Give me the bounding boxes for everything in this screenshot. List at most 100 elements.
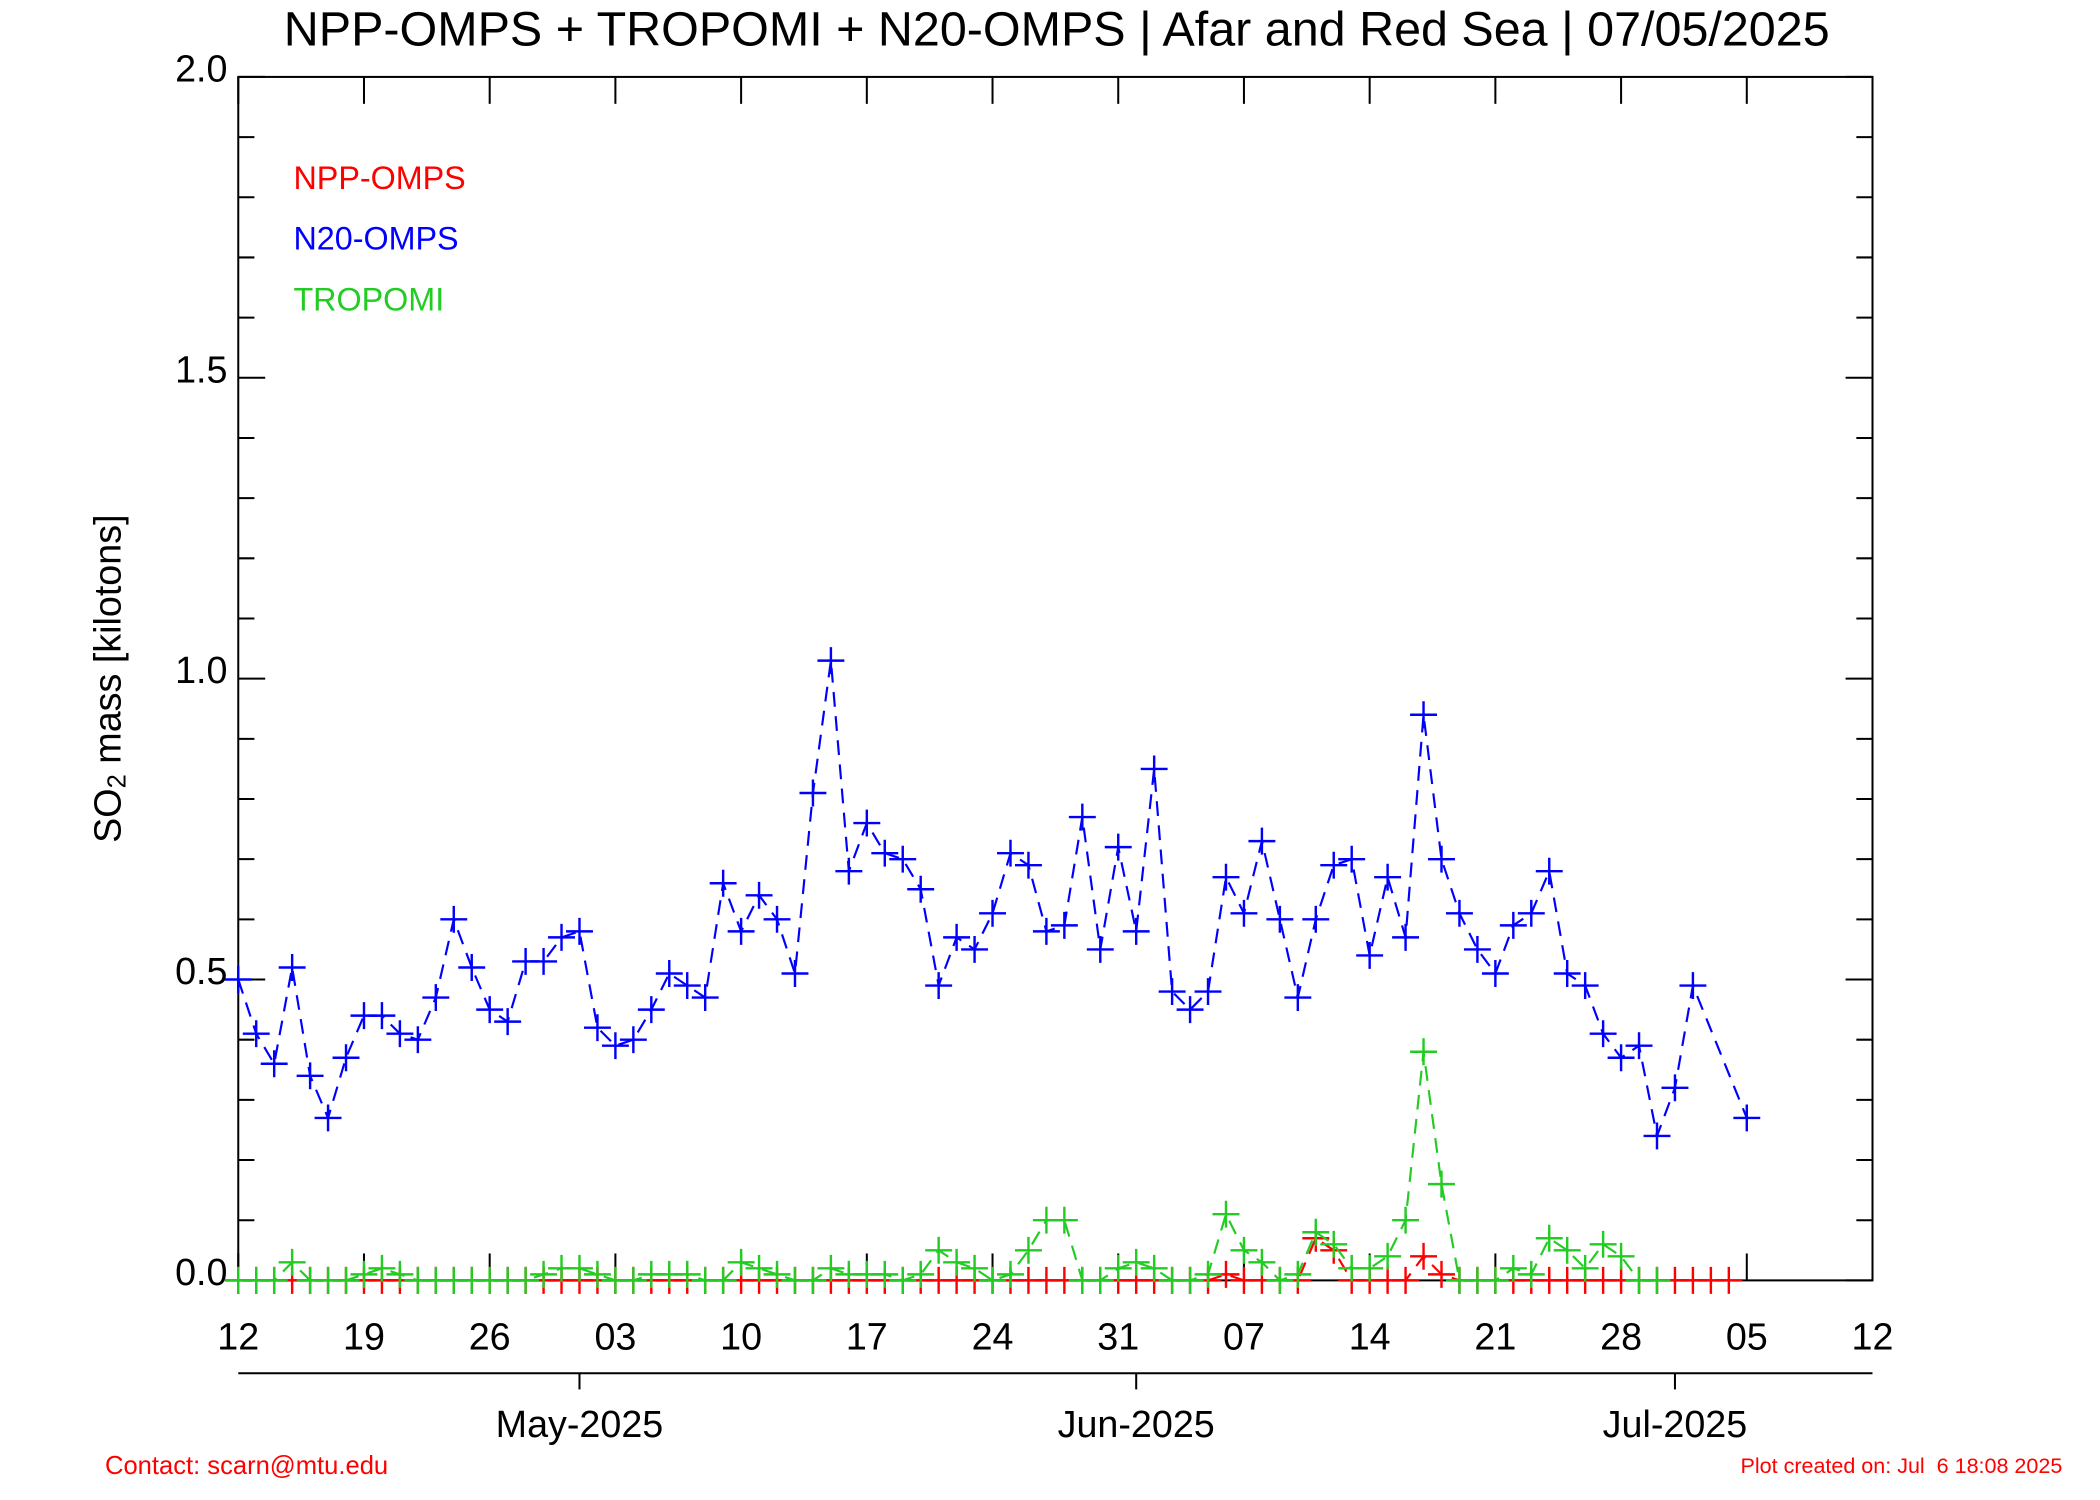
point-marker: [1428, 1260, 1455, 1288]
point-marker: [961, 935, 989, 963]
point-marker: [1302, 1218, 1330, 1246]
point-marker: [1517, 899, 1545, 927]
legend-entry: TROPOMI: [293, 281, 444, 317]
point-marker: [1014, 851, 1042, 879]
point-marker: [691, 984, 719, 1012]
point-marker: [907, 875, 935, 903]
y-tick-label: 1.5: [175, 348, 227, 390]
point-marker: [1410, 1242, 1437, 1270]
point-marker: [422, 984, 450, 1012]
point-marker: [961, 1254, 989, 1282]
point-marker: [1571, 972, 1599, 999]
point-marker: [889, 1266, 917, 1294]
point-marker: [1392, 923, 1420, 951]
point-marker: [1266, 1266, 1294, 1294]
point-marker: [224, 966, 252, 993]
point-marker: [1176, 996, 1204, 1024]
x-tick-label: 26: [469, 1316, 511, 1358]
point-marker: [1104, 1254, 1132, 1282]
point-marker: [1374, 863, 1402, 891]
point-marker: [278, 954, 306, 981]
point-marker: [817, 647, 845, 675]
point-marker: [871, 1260, 899, 1288]
month-label: Jun-2025: [1058, 1403, 1215, 1445]
point-marker: [458, 954, 486, 981]
point-marker: [673, 1260, 701, 1288]
y-tick-label: 0.5: [175, 950, 227, 992]
x-tick-label: 21: [1474, 1316, 1516, 1358]
point-marker: [404, 1026, 432, 1054]
point-marker: [1625, 1032, 1653, 1060]
point-marker: [314, 1104, 342, 1132]
point-marker: [871, 839, 899, 867]
point-marker: [1068, 803, 1096, 831]
point-marker: [1499, 911, 1527, 939]
x-tick-label: 12: [1852, 1316, 1894, 1358]
point-marker: [1050, 911, 1078, 939]
x-tick-label: 03: [594, 1316, 636, 1358]
point-marker: [1158, 978, 1186, 1006]
point-marker: [1176, 1266, 1204, 1294]
point-marker: [440, 905, 468, 933]
point-marker: [1338, 845, 1366, 873]
point-marker: [1320, 851, 1348, 879]
point-marker: [1607, 1044, 1635, 1072]
point-marker: [260, 1266, 288, 1294]
point-marker: [601, 1032, 629, 1060]
point-marker: [1140, 1254, 1168, 1282]
point-marker: [763, 905, 791, 933]
point-marker: [1445, 899, 1473, 927]
point-marker: [1356, 941, 1384, 969]
point-marker: [1499, 1254, 1527, 1282]
x-tick-label: 07: [1223, 1316, 1265, 1358]
point-marker: [1374, 1242, 1402, 1270]
point-marker: [1086, 1266, 1114, 1294]
point-marker: [745, 881, 773, 909]
point-marker: [1104, 833, 1132, 861]
point-marker: [332, 1044, 360, 1072]
y-tick-label: 2.0: [175, 47, 227, 89]
point-marker: [1212, 863, 1240, 891]
point-marker: [1535, 1224, 1563, 1252]
point-marker: [727, 1248, 755, 1276]
point-marker: [1248, 1248, 1276, 1276]
point-marker: [727, 917, 755, 945]
point-marker: [1122, 917, 1150, 945]
point-marker: [530, 1260, 558, 1288]
point-marker: [512, 1266, 540, 1294]
point-marker: [1463, 935, 1491, 963]
y-axis-label: SO2 mass [kilotons]: [86, 514, 131, 842]
point-marker: [476, 996, 504, 1024]
point-marker: [709, 869, 737, 897]
point-marker: [619, 1026, 647, 1054]
point-marker: [1194, 1260, 1222, 1288]
point-marker: [583, 1014, 611, 1042]
point-marker: [278, 1248, 306, 1276]
point-marker: [1679, 972, 1707, 999]
point-marker: [1428, 845, 1455, 873]
point-marker: [781, 960, 809, 987]
point-marker: [943, 923, 971, 951]
point-marker: [242, 1020, 270, 1048]
legend-entry: NPP-OMPS: [293, 160, 465, 196]
point-marker: [1589, 1230, 1617, 1258]
point-marker: [1320, 1230, 1348, 1258]
point-marker: [763, 1260, 791, 1288]
x-tick-label: 12: [217, 1316, 259, 1358]
point-marker: [709, 1266, 737, 1294]
point-marker: [386, 1020, 414, 1048]
x-tick-label: 28: [1600, 1316, 1642, 1358]
point-marker: [368, 1002, 396, 1030]
chart-title: NPP-OMPS + TROPOMI + N20-OMPS | Afar and…: [284, 2, 1830, 56]
point-marker: [1284, 1260, 1312, 1288]
point-marker: [1140, 755, 1168, 783]
month-label: Jul-2025: [1603, 1403, 1748, 1445]
x-tick-label: 19: [343, 1316, 385, 1358]
point-marker: [1553, 960, 1581, 987]
point-marker: [1661, 1074, 1689, 1102]
point-marker: [1086, 935, 1114, 963]
point-marker: [1194, 978, 1222, 1006]
point-marker: [1481, 960, 1509, 987]
